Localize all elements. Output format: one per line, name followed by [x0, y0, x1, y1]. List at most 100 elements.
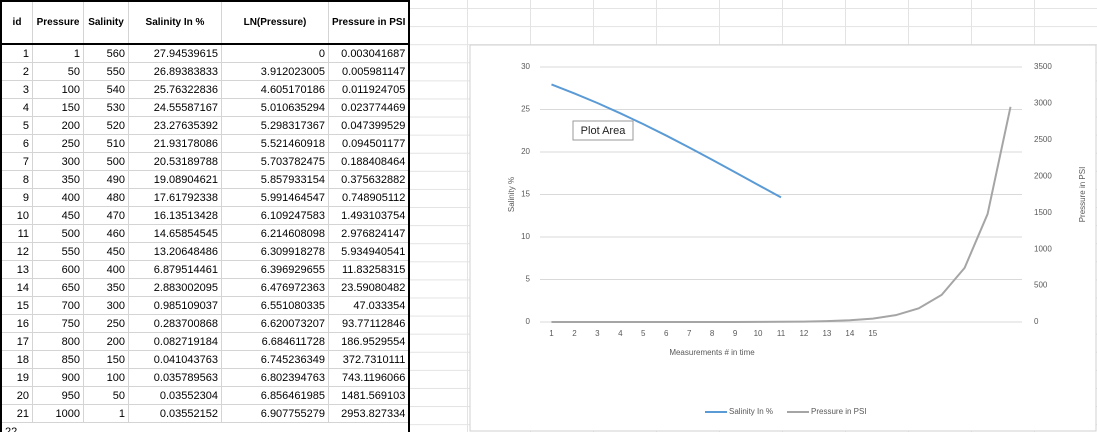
- y2-tick-label: 1500: [1034, 208, 1052, 217]
- cell: 350: [83, 278, 129, 297]
- cell: 6.907755279: [221, 404, 329, 423]
- x-tick-label: 15: [868, 329, 877, 338]
- x-tick-label: 6: [664, 329, 669, 338]
- row-number: 22: [5, 425, 18, 432]
- table-row: 12 550 450 13.20648486 6.309918278 5.93494054…: [0, 242, 410, 261]
- cell: 11.83258315: [328, 260, 410, 279]
- cell: 850: [32, 350, 84, 369]
- x-tick-label: 9: [733, 329, 738, 338]
- x-axis-title: Measurements # in time: [669, 348, 755, 357]
- cell: 510: [83, 134, 129, 153]
- x-tick-label: 11: [777, 329, 786, 338]
- tooltip: Plot Area: [581, 125, 627, 137]
- series-line: [551, 106, 1012, 323]
- x-tick-label: 7: [687, 329, 692, 338]
- legend-label: Pressure in PSI: [811, 407, 867, 416]
- table-row: 7 300 500 20.53189788 5.703782475 0.188408464: [0, 152, 410, 171]
- cell: 0.748905112: [328, 188, 410, 207]
- column-header: Salinity In %: [128, 0, 222, 45]
- cell: 2.976824147: [328, 224, 410, 243]
- cell: 0.375632882: [328, 170, 410, 189]
- cell: 0.188408464: [328, 152, 410, 171]
- column-header: Pressure in PSI: [328, 0, 410, 45]
- table-row: 22: [1, 423, 409, 432]
- cell: 27.94539615: [128, 43, 222, 63]
- table-row: 1 1 560 27.94539615 0 0.003041687: [0, 43, 410, 63]
- cell: 24.55587167: [128, 98, 222, 117]
- y-tick-label: 20: [521, 147, 530, 156]
- cell: 460: [83, 224, 129, 243]
- data-table: id Pressure Salinity Salinity In % LN(Pressu…: [0, 0, 411, 432]
- x-tick-label: 14: [845, 329, 854, 338]
- cell: 530: [83, 98, 129, 117]
- cell: 3.912023005: [221, 62, 329, 81]
- cell: 5.703782475: [221, 152, 329, 171]
- cell: 5.521460918: [221, 134, 329, 153]
- column-header: LN(Pressure): [221, 0, 329, 45]
- y2-tick-label: 3000: [1034, 99, 1052, 108]
- y2-tick-label: 2000: [1034, 171, 1052, 180]
- cell: 0.011924705: [328, 80, 410, 99]
- cell: 0.047399529: [328, 116, 410, 135]
- y-tick-label: 5: [526, 275, 531, 284]
- table-row: 11 500 460 14.65854545 6.214608098 2.97682414…: [0, 224, 410, 243]
- chart-area: [469, 44, 1097, 432]
- cell: 6.551080335: [221, 296, 329, 315]
- y2-axis-title: Pressure in PSI: [1078, 167, 1087, 223]
- cell: 0.005981147: [328, 62, 410, 81]
- cell: 50: [83, 386, 129, 405]
- cell: 6.745236349: [221, 350, 329, 369]
- y-axis-title: Salinity %: [507, 177, 516, 212]
- y2-tick-label: 0: [1034, 317, 1039, 326]
- x-tick-label: 4: [618, 329, 623, 338]
- table-row: 15 700 300 0.985109037 6.551080335 47.033354: [0, 296, 410, 315]
- x-tick-label: 13: [822, 329, 831, 338]
- cell: 21: [0, 404, 33, 423]
- cell: 100: [83, 368, 129, 387]
- y-tick-label: 15: [521, 190, 530, 199]
- cell: 93.77112846: [328, 314, 410, 333]
- series-line: [551, 83, 782, 199]
- cell: 1: [83, 404, 129, 423]
- cell: 1.493103754: [328, 206, 410, 225]
- x-tick-label: 8: [710, 329, 715, 338]
- y-tick-label: 30: [521, 62, 530, 71]
- tooltip-box: [572, 120, 634, 141]
- table-row: 5 200 520 23.27635392 5.298317367 0.047399529: [0, 116, 410, 135]
- cell: 470: [83, 206, 129, 225]
- cell: 0.03552152: [128, 404, 222, 423]
- cell: 4.605170186: [221, 80, 329, 99]
- cell: 20.53189788: [128, 152, 222, 171]
- y2-tick-label: 1000: [1034, 244, 1052, 253]
- cell: 6.856461985: [221, 386, 329, 405]
- x-tick-label: 10: [754, 329, 763, 338]
- y-tick-label: 25: [521, 105, 530, 114]
- cell: 5.010635294: [221, 98, 329, 117]
- x-tick-label: 5: [641, 329, 646, 338]
- column-header: Pressure: [32, 0, 84, 45]
- y-tick-label: 0: [526, 317, 531, 326]
- cell: 300: [32, 152, 84, 171]
- y-tick-label: 10: [521, 232, 530, 241]
- legend-label: Salinity In %: [729, 407, 773, 416]
- y2-tick-label: 2500: [1034, 135, 1052, 144]
- table-row: 20 950 50 0.03552304 6.856461985 1481.569103: [0, 386, 410, 405]
- cell: 0.03552304: [128, 386, 222, 405]
- cell: 540: [83, 80, 129, 99]
- table-row: 21 1000 1 0.03552152 6.907755279 2953.827334: [0, 404, 410, 423]
- x-tick-label: 1: [549, 329, 554, 338]
- cell: 0.023774469: [328, 98, 410, 117]
- cell: 500: [32, 224, 84, 243]
- cell: 2953.827334: [328, 404, 410, 423]
- cell: 1481.569103: [328, 386, 410, 405]
- cell: 26.89383833: [128, 62, 222, 81]
- table-row: 4 150 530 24.55587167 5.010635294 0.023774469: [0, 98, 410, 117]
- cell: 150: [83, 350, 129, 369]
- table-row: 17 800 200 0.082719184 6.684611728 186.952955…: [0, 332, 410, 351]
- cell: 250: [83, 314, 129, 333]
- table-row: 16 750 250 0.283700868 6.620073207 93.7711284…: [0, 314, 410, 333]
- cell: 372.7310111: [328, 350, 410, 369]
- x-tick-label: 12: [799, 329, 808, 338]
